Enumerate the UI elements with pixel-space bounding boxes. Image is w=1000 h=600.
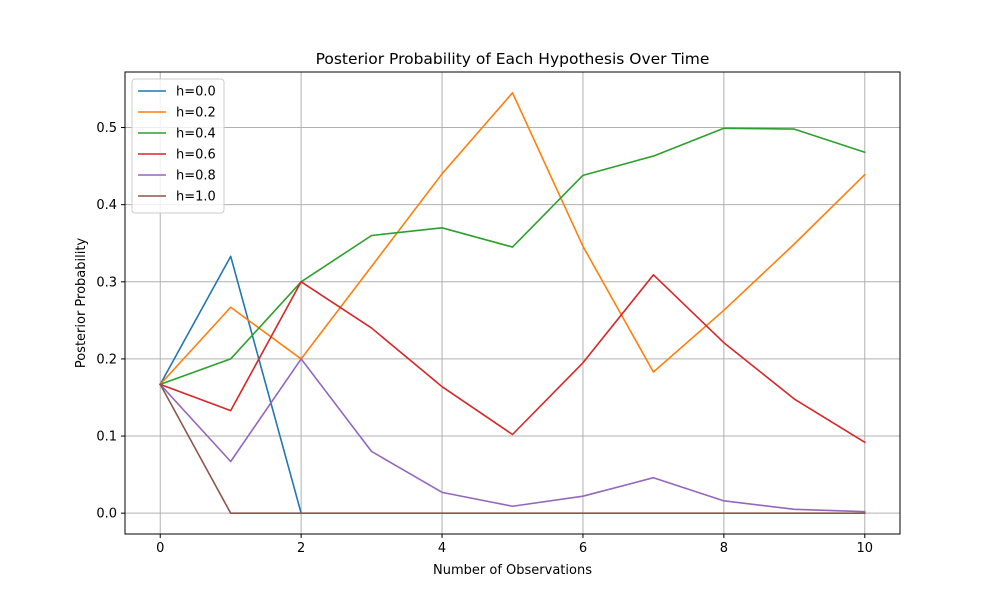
ticks: 0 2 4 6 8 10 0.0 0.1 0.2 0.3 0.4 0.5: [96, 121, 873, 556]
series-line-h-1-0: [159, 383, 866, 514]
legend: h=0.0 h=0.2 h=0.4 h=0.6 h=0.8 h=1.0: [131, 78, 225, 214]
x-tick-label: 4: [438, 541, 446, 556]
x-tick-label: 8: [720, 541, 728, 556]
y-tick-label: 0.1: [96, 430, 117, 445]
x-axis-label: Number of Observations: [433, 563, 592, 578]
series-line-h-0-2: [159, 92, 866, 386]
plot-frame: [124, 71, 901, 535]
grid: [125, 72, 900, 534]
y-axis-label: Posterior Probability: [74, 238, 89, 369]
y-tick-label: 0.2: [96, 352, 117, 367]
series-line-h-0-0: [159, 255, 303, 515]
y-tick-label: 0.0: [96, 507, 117, 522]
legend-label: h=0.2: [176, 106, 216, 121]
legend-label: h=0.4: [176, 127, 216, 142]
series-layer: [159, 92, 866, 515]
y-tick-label: 0.3: [96, 275, 117, 290]
legend-label: h=0.0: [176, 85, 216, 100]
series-line-h-0-6: [159, 274, 866, 444]
x-tick-label: 0: [156, 541, 164, 556]
chart-title: Posterior Probability of Each Hypothesis…: [316, 50, 710, 68]
series-line-h-0-4: [159, 127, 866, 386]
x-tick-label: 2: [297, 541, 305, 556]
legend-label: h=1.0: [176, 190, 216, 205]
x-tick-label: 6: [579, 541, 587, 556]
x-tick-label: 10: [856, 541, 873, 556]
legend-label: h=0.8: [176, 169, 216, 184]
series-line-h-0-8: [159, 358, 866, 513]
legend-label: h=0.6: [176, 148, 216, 163]
y-tick-label: 0.5: [96, 121, 117, 136]
y-tick-label: 0.4: [96, 198, 117, 213]
